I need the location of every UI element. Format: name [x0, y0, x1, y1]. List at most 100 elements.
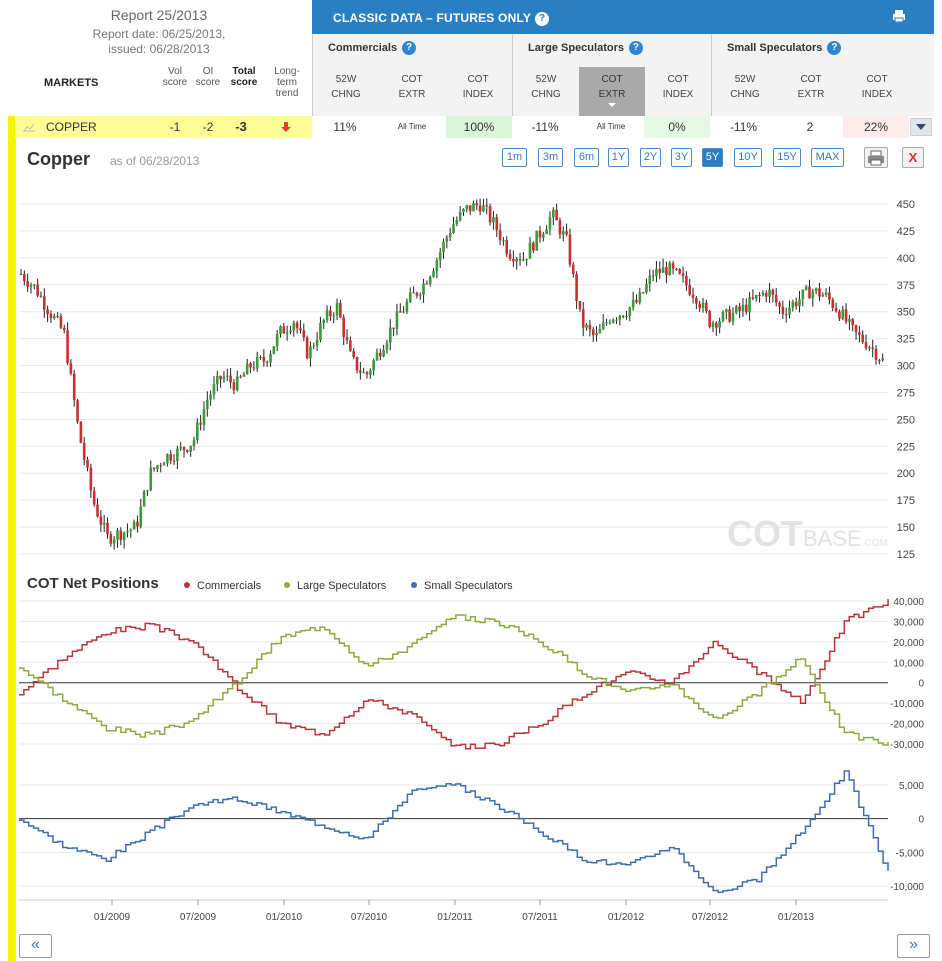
date-label: 01/2010 [266, 912, 303, 923]
candle-body [568, 234, 572, 265]
candle-body [801, 289, 805, 300]
column-header[interactable]: 52W CHNG [513, 67, 579, 116]
range-button-5Y[interactable]: 5Y [702, 148, 723, 167]
candle-body [705, 302, 708, 312]
candle-body [402, 311, 405, 313]
candle-body [495, 217, 499, 231]
candle-body [166, 454, 169, 464]
candle-body [525, 258, 528, 260]
cot-groups-header: Commercials? 52W CHNG COT EXTR COT INDEX Large … [312, 34, 934, 116]
candle-body [395, 311, 399, 329]
date-label: 01/2009 [94, 912, 131, 923]
column-header[interactable]: COT INDEX [844, 67, 910, 116]
range-button-10Y[interactable]: 10Y [734, 148, 762, 167]
price-tick-label: 300 [897, 361, 915, 373]
cot-value: 22% [843, 116, 909, 138]
candle-body [821, 294, 825, 297]
expand-button[interactable] [910, 118, 932, 136]
column-header[interactable]: COT EXTR [379, 67, 445, 116]
vol-score-header[interactable]: Vol score [162, 66, 188, 88]
prev-button[interactable]: « [19, 934, 52, 958]
long-term-trend-header[interactable]: Long-term trend [274, 66, 300, 99]
candle-body [641, 292, 645, 294]
candle-body [638, 292, 642, 303]
column-header[interactable]: 52W CHNG [313, 67, 379, 116]
candle-body [864, 342, 868, 349]
col-line1: COT [667, 74, 689, 85]
candle-body [369, 370, 372, 375]
range-button-MAX[interactable]: MAX [811, 148, 844, 167]
report-date: Report date: 06/25/2013, [92, 27, 226, 41]
candle-body [435, 260, 439, 272]
date-label: 07/2012 [692, 912, 729, 923]
close-chart-button[interactable]: X [902, 147, 924, 168]
range-button-1Y[interactable]: 1Y [608, 148, 629, 167]
range-button-6m[interactable]: 6m [574, 148, 599, 167]
candle-body [595, 333, 598, 336]
candle-body [239, 376, 242, 378]
vol-score: -1 [169, 120, 181, 134]
candle-body [588, 324, 592, 330]
candle-body [392, 327, 395, 329]
market-row-copper[interactable]: COPPER -1 -2 -3 11% All Time 100% -11% All T… [0, 116, 934, 138]
help-icon[interactable]: ? [402, 41, 417, 55]
candle-body [848, 319, 851, 322]
column-header[interactable]: COT INDEX [645, 67, 711, 116]
help-icon[interactable]: ? [535, 11, 550, 26]
small-tick-label: -10,000 [890, 882, 924, 893]
column-header[interactable]: COT EXTR [778, 67, 844, 116]
range-button-1m[interactable]: 1m [502, 148, 527, 167]
column-header[interactable]: 52W CHNG [712, 67, 778, 116]
market-name[interactable]: COPPER [46, 120, 97, 134]
chart-print-button[interactable] [864, 147, 888, 168]
range-button-2Y[interactable]: 2Y [640, 148, 661, 167]
candle-body [249, 363, 252, 368]
help-icon[interactable]: ? [827, 41, 842, 55]
candle-body [309, 346, 312, 359]
candle-body [858, 332, 861, 335]
candle-body [665, 267, 668, 276]
next-button[interactable]: » [897, 934, 930, 958]
candle-body [19, 274, 23, 275]
column-header[interactable]: COT INDEX [445, 67, 511, 116]
candle-body [192, 439, 196, 446]
net-tick-label: -10,000 [890, 699, 924, 710]
col-line2: INDEX [861, 89, 893, 100]
highlight-bar [8, 116, 15, 961]
candle-body [139, 506, 143, 527]
range-button-3Y[interactable]: 3Y [671, 148, 692, 167]
candle-body [292, 322, 296, 331]
candle-body [122, 532, 126, 541]
small-speculators-line [19, 770, 889, 894]
candle-body [229, 375, 232, 383]
candle-body [458, 211, 462, 220]
candle-body [685, 275, 688, 286]
candle-body [388, 327, 392, 343]
candle-body [575, 274, 578, 301]
col-line2: INDEX [662, 89, 694, 100]
candle-body [445, 237, 449, 242]
report-issued: issued: 06/28/2013 [108, 42, 210, 56]
range-button-15Y[interactable]: 15Y [773, 148, 801, 167]
column-header[interactable]: COT EXTR [579, 67, 645, 116]
candle-body [49, 313, 53, 319]
chart-asof: as of 06/28/2013 [110, 154, 200, 168]
candle-body [748, 297, 751, 313]
help-icon[interactable]: ? [628, 41, 643, 55]
candle-body [681, 273, 685, 276]
candle-body [335, 303, 339, 316]
double-left-icon: « [31, 936, 40, 953]
range-button-3m[interactable]: 3m [538, 148, 563, 167]
watermark-b: BASE [803, 526, 862, 551]
col-line1: 52W [734, 74, 756, 85]
print-icon[interactable] [892, 9, 906, 23]
candle-body [515, 259, 519, 262]
candle-body [542, 234, 545, 238]
candle-body [558, 220, 562, 235]
chart-title: Copper [27, 149, 90, 169]
total-score-header[interactable]: Total score [230, 66, 258, 88]
oi-score-header[interactable]: OI score [195, 66, 221, 88]
cot-value: 2 [777, 116, 843, 138]
candle-body [751, 297, 755, 299]
